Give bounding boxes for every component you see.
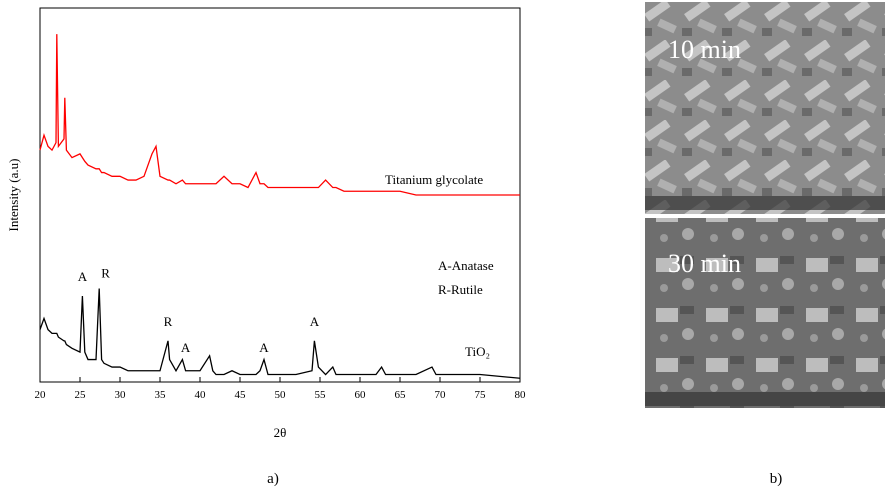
note: A-Anatase [438, 258, 494, 273]
sem-image [645, 2, 885, 214]
peak-annotation: R [101, 265, 110, 280]
peak-annotation: A [310, 314, 320, 329]
x-tick-label: 75 [475, 389, 487, 401]
x-tick-label: 20 [35, 389, 47, 401]
note: R-Rutile [438, 282, 483, 297]
panel-label: b) [770, 471, 783, 487]
image-label: 10 min [668, 35, 741, 64]
x-tick-label: 35 [155, 389, 167, 401]
peak-annotation: R [164, 314, 173, 329]
x-tick-label: 70 [435, 389, 447, 401]
x-tick-label: 65 [395, 389, 407, 401]
series-line [39, 34, 520, 196]
peak-annotation: A [181, 340, 191, 355]
x-tick-label: 45 [235, 389, 247, 401]
sem-image [645, 218, 885, 408]
series-label: TiO₂ [465, 344, 490, 359]
image-label: 30 min [668, 249, 741, 278]
x-tick-label: 40 [195, 389, 207, 401]
peak-annotation: A [78, 269, 88, 284]
sem-info-bar [645, 392, 885, 406]
x-axis-label: 2θ [274, 425, 287, 440]
sem-info-bar [645, 196, 885, 210]
x-tick-label: 50 [275, 389, 287, 401]
series-label: Titanium glycolate [385, 172, 483, 187]
x-tick-label: 30 [115, 389, 127, 401]
x-tick-label: 60 [355, 389, 367, 401]
y-axis-label: Intensity (a.u) [6, 159, 21, 232]
series-line [39, 288, 521, 379]
sem-images: 10 min 30 min [645, 2, 885, 408]
x-tick-label: 25 [75, 389, 87, 401]
x-tick-label: 80 [515, 389, 527, 401]
panel-label: a) [267, 471, 279, 487]
x-tick-label: 55 [315, 389, 327, 401]
peak-annotation: A [259, 340, 269, 355]
